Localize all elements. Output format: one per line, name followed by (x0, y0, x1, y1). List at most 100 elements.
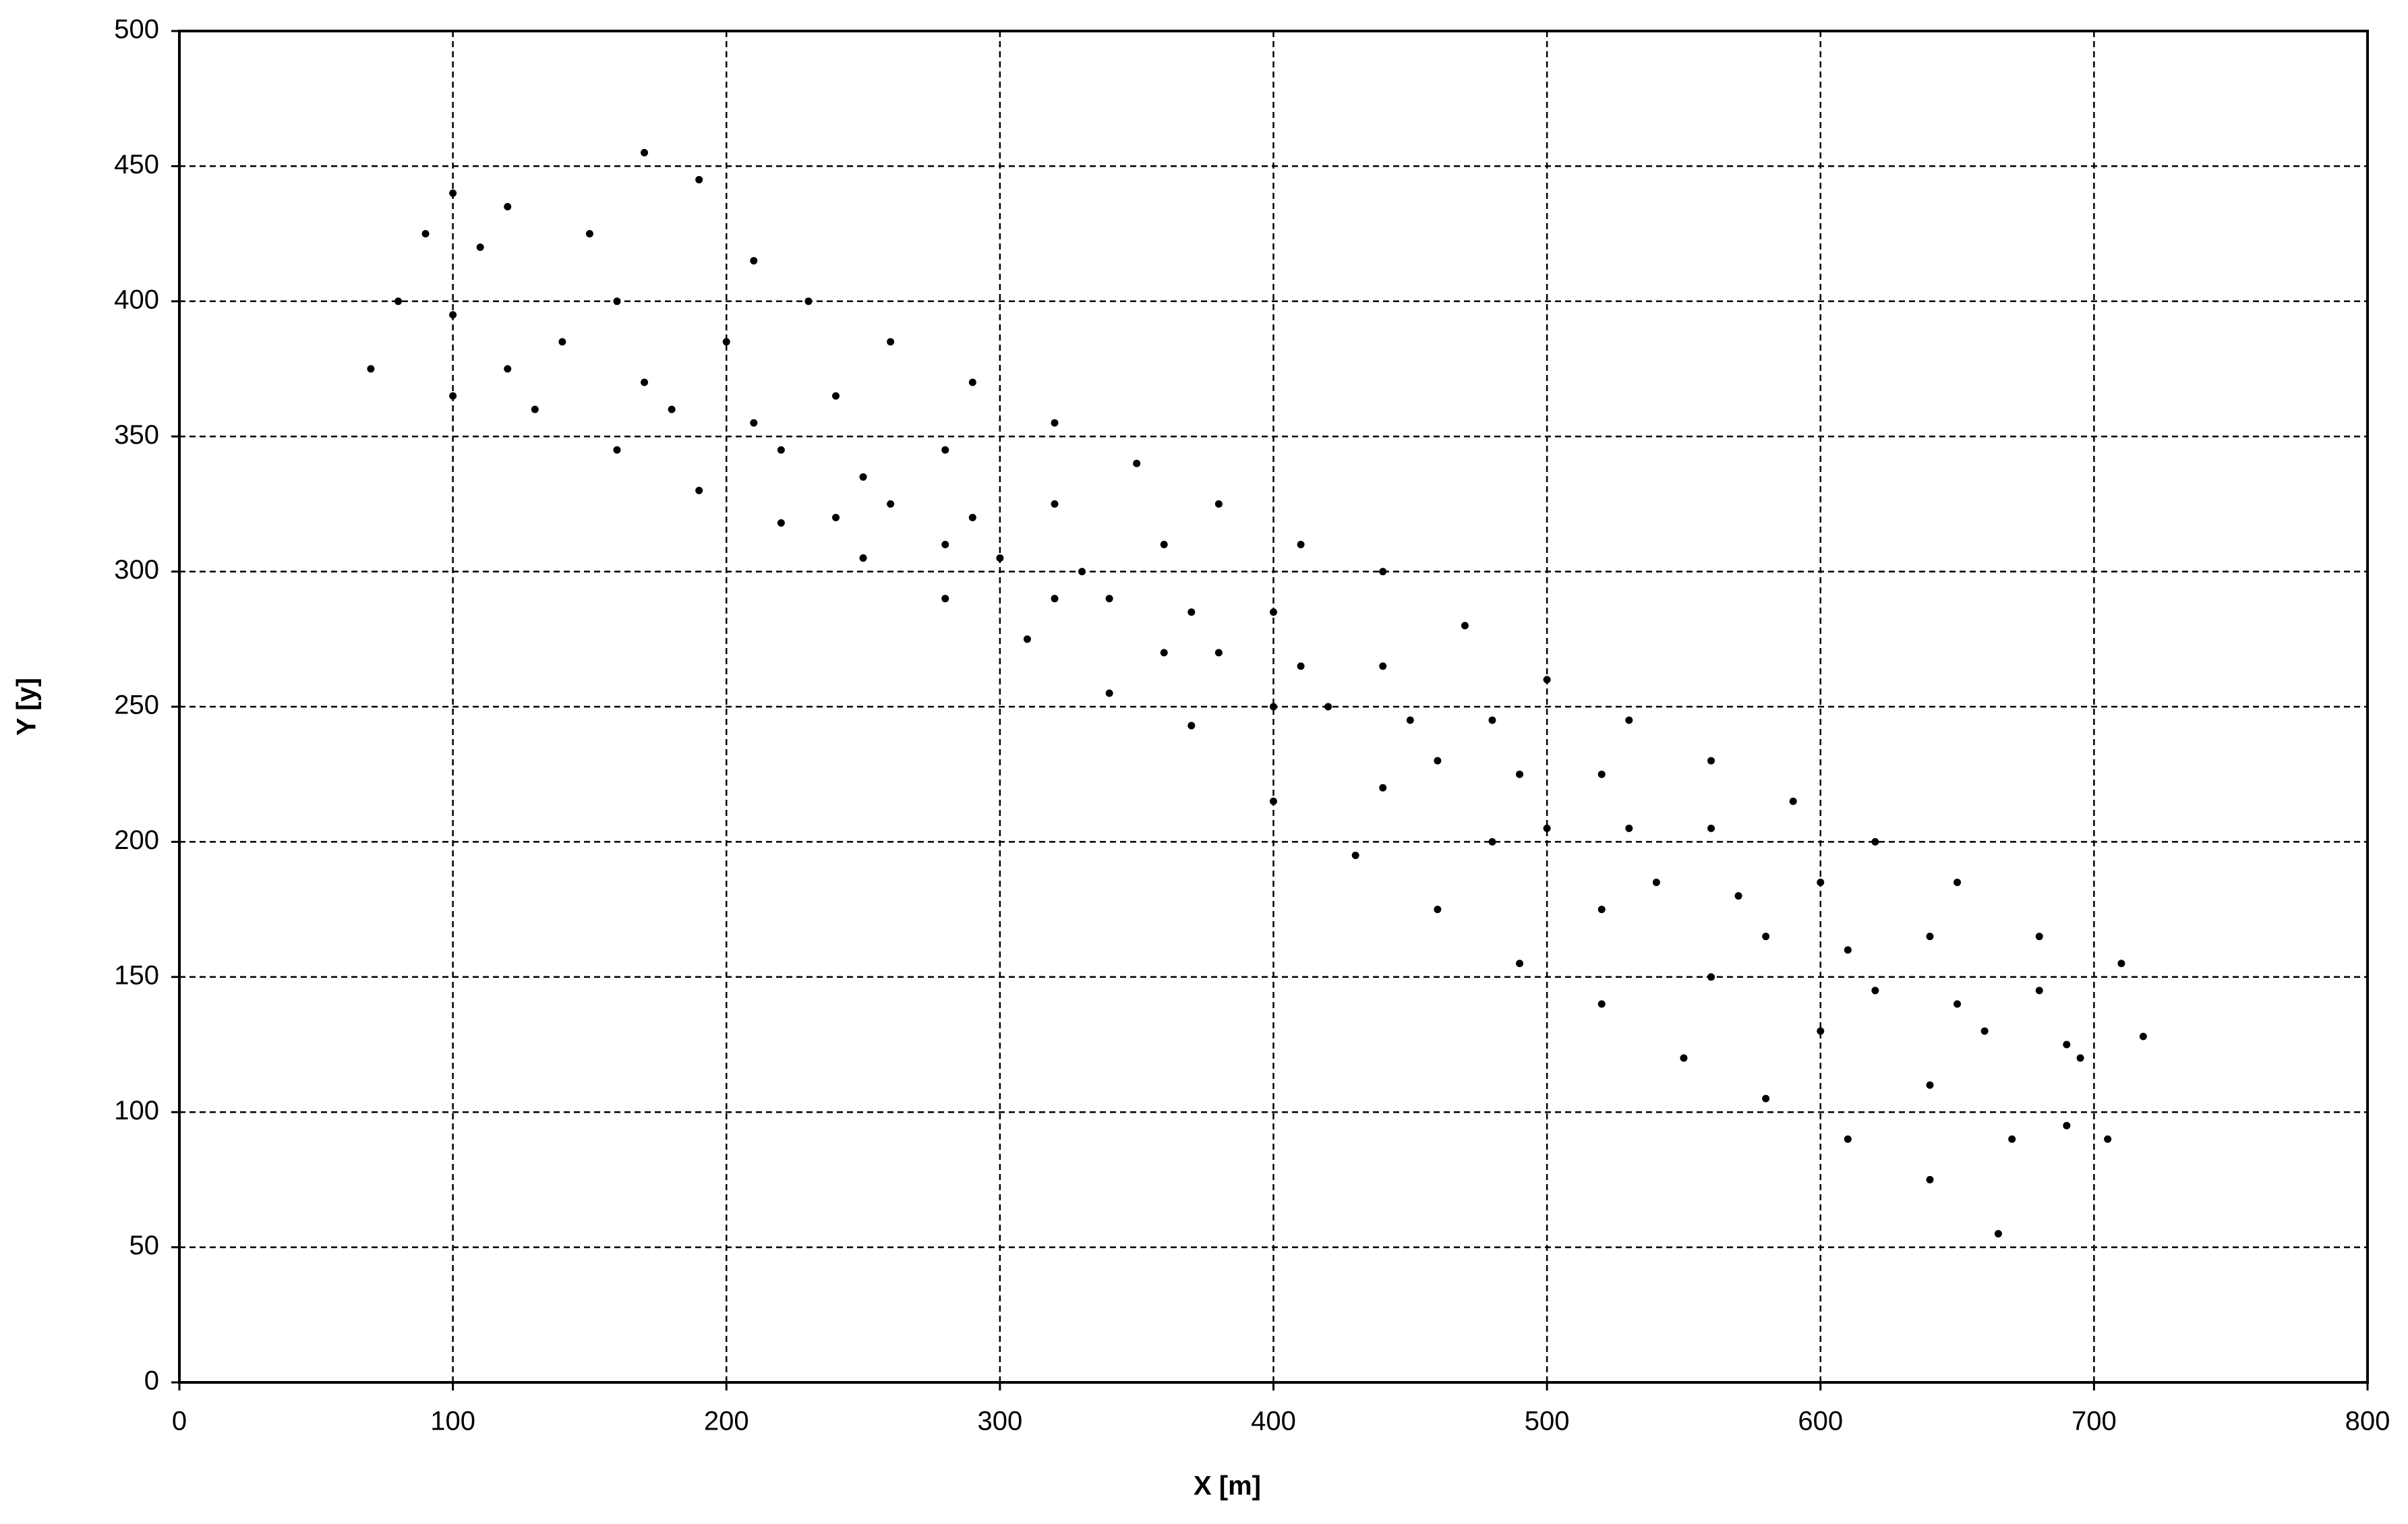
point (941, 446, 949, 454)
x-tick-label: 400 (1251, 1407, 1296, 1436)
point (1707, 757, 1715, 765)
point (1707, 973, 1715, 981)
point (1652, 879, 1660, 887)
x-axis-label: X [m] (1194, 1471, 1261, 1501)
point (449, 392, 457, 400)
point (1516, 960, 1524, 968)
point (585, 230, 593, 238)
y-tick-label: 250 (114, 691, 159, 720)
point (750, 419, 758, 427)
point (367, 365, 375, 373)
point (968, 513, 976, 521)
point (1297, 541, 1305, 549)
point (968, 378, 976, 386)
point (1871, 987, 1879, 995)
point (2035, 933, 2043, 941)
point (558, 338, 566, 346)
point (1926, 933, 1934, 941)
point (1516, 770, 1524, 778)
point (2063, 1041, 2071, 1049)
point (641, 378, 649, 386)
point (394, 297, 402, 305)
point (832, 513, 840, 521)
point (1105, 595, 1113, 603)
point (1625, 824, 1633, 832)
point (1051, 419, 1059, 427)
point (1270, 703, 1277, 711)
point (1926, 1081, 1934, 1089)
point (1214, 649, 1223, 657)
point (804, 297, 813, 305)
point (1133, 459, 1141, 467)
point (1680, 1054, 1688, 1062)
point (1160, 541, 1168, 549)
point (2035, 987, 2043, 995)
y-tick-label: 300 (114, 555, 159, 585)
point (1734, 892, 1742, 900)
y-axis-label: Y [y] (12, 678, 42, 736)
point (1707, 824, 1715, 832)
point (1051, 595, 1059, 603)
x-tick-label: 300 (978, 1407, 1023, 1436)
point (722, 338, 730, 346)
point (1597, 906, 1606, 914)
point (1926, 1175, 1934, 1183)
point (1844, 1135, 1852, 1143)
y-tick-label: 200 (114, 825, 159, 855)
point (504, 365, 512, 373)
point (2104, 1135, 2112, 1143)
point (859, 473, 867, 481)
point (1817, 1027, 1825, 1035)
x-tick-label: 0 (172, 1407, 187, 1436)
point (421, 230, 430, 238)
point (613, 297, 621, 305)
point (613, 446, 621, 454)
point (1406, 716, 1414, 724)
point (1187, 608, 1196, 616)
point (1954, 879, 1962, 887)
point (641, 148, 649, 156)
point (887, 500, 895, 508)
point (1543, 824, 1551, 832)
point (777, 446, 785, 454)
point (2117, 960, 2125, 968)
point (449, 189, 457, 197)
point (2139, 1032, 2147, 1041)
point (2063, 1121, 2071, 1130)
point (1488, 716, 1496, 724)
point (1488, 838, 1496, 846)
x-tick-label: 500 (1525, 1407, 1570, 1436)
point (1434, 906, 1442, 914)
point (1434, 757, 1442, 765)
point (1379, 784, 1387, 792)
point (1078, 568, 1086, 576)
point (1597, 770, 1606, 778)
point (750, 257, 758, 265)
point (1844, 946, 1852, 954)
point (449, 311, 457, 319)
point (1187, 722, 1196, 730)
point (1297, 662, 1305, 670)
point (1762, 933, 1770, 941)
point (777, 519, 785, 527)
x-tick-label: 100 (430, 1407, 475, 1436)
y-tick-label: 150 (114, 960, 159, 990)
point (1379, 662, 1387, 670)
y-tick-label: 450 (114, 150, 159, 179)
point (1980, 1027, 1989, 1035)
point (668, 405, 676, 413)
point (832, 392, 840, 400)
point (1871, 838, 1879, 846)
point (996, 554, 1004, 562)
point (1023, 635, 1031, 643)
point (1160, 649, 1168, 657)
x-tick-label: 200 (704, 1407, 749, 1436)
point (1461, 622, 1469, 630)
y-tick-label: 500 (114, 15, 159, 45)
point (1625, 716, 1633, 724)
point (1270, 608, 1277, 616)
point (1543, 676, 1551, 684)
point (1379, 568, 1387, 576)
point (531, 405, 539, 413)
